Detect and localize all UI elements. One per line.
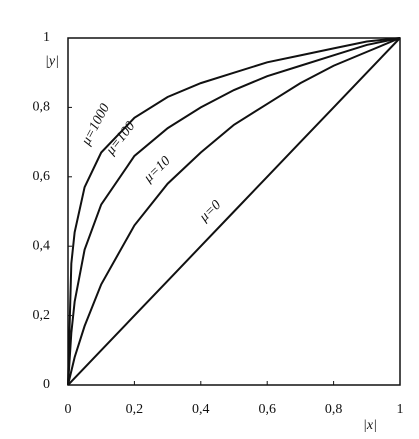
y-tick-label: 0,6 (33, 169, 51, 184)
x-tick-label: 0,4 (192, 402, 210, 417)
y-tick-label: 0,4 (33, 238, 51, 253)
y-axis-label: |y| (45, 54, 59, 69)
x-tick-label: 1 (397, 402, 404, 417)
line-series (67, 37, 401, 386)
x-tick-label: 0,8 (325, 402, 343, 417)
line-series (67, 37, 401, 386)
y-tick-label: 0 (43, 377, 50, 392)
y-tick-label: 1 (43, 30, 50, 45)
line-series (67, 37, 401, 386)
x-tick-label: 0,6 (258, 402, 276, 417)
x-tick-label: 0,2 (126, 402, 144, 417)
series-label: μ=100 (103, 119, 139, 159)
series-label: μ=0 (196, 198, 224, 226)
x-axis-label: |x| (363, 418, 377, 433)
plot-frame (67, 37, 401, 386)
line-series (67, 37, 401, 386)
x-tick-label: 0 (65, 402, 72, 417)
y-tick-label: 0,8 (33, 100, 51, 115)
y-tick-label: 0,2 (33, 308, 51, 323)
